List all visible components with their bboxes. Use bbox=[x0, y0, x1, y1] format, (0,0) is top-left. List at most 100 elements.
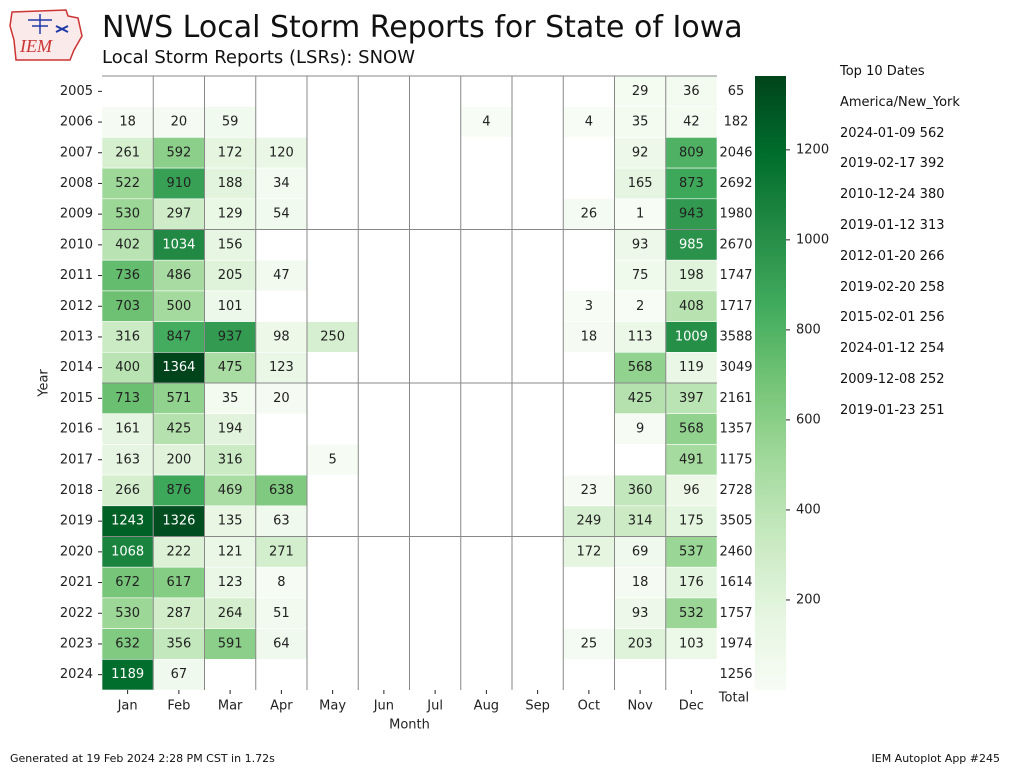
app-label: IEM Autoplot App #245 bbox=[871, 752, 1001, 765]
heatmap-cell bbox=[255, 259, 308, 292]
cell-label: 2 bbox=[636, 299, 644, 314]
cell-label: 537 bbox=[679, 544, 704, 559]
cell-label: 402 bbox=[115, 237, 140, 252]
heatmap-cell bbox=[204, 505, 257, 537]
cell-label: 632 bbox=[115, 636, 140, 651]
cell-label: 23 bbox=[581, 483, 598, 498]
cell-label: 205 bbox=[218, 268, 243, 283]
heatmap-cell bbox=[101, 259, 154, 292]
cell-label: 500 bbox=[166, 299, 191, 314]
cell-label: 264 bbox=[218, 606, 243, 621]
cell-label: 3 bbox=[585, 299, 593, 314]
y-tick-label: 2020 bbox=[60, 544, 93, 559]
x-tick-label: Mar bbox=[218, 699, 243, 714]
cell-label: 96 bbox=[683, 483, 700, 498]
heatmap-cell bbox=[665, 198, 718, 230]
heatmap-cell bbox=[101, 351, 154, 384]
top10-item: 2019-01-23 251 bbox=[840, 402, 945, 418]
heatmap-cell bbox=[614, 259, 667, 292]
heatmap-cell bbox=[204, 536, 257, 568]
cell-label: 408 bbox=[679, 299, 704, 314]
cell-label: 316 bbox=[218, 452, 243, 467]
cell-label: 64 bbox=[273, 636, 290, 651]
cell-label: 29 bbox=[632, 84, 649, 99]
x-tick-label: Feb bbox=[167, 699, 190, 714]
heatmap-cell bbox=[614, 137, 667, 169]
cell-label: 175 bbox=[679, 514, 704, 529]
x-tick-label: Sep bbox=[525, 699, 550, 714]
cell-label: 486 bbox=[166, 268, 191, 283]
cell-label: 54 bbox=[273, 207, 290, 222]
heatmap-cell bbox=[152, 259, 205, 292]
heatmap-cell bbox=[101, 628, 154, 660]
cell-label: 532 bbox=[679, 606, 704, 621]
y-tick-label: 2006 bbox=[60, 115, 93, 130]
y-tick-label: 2007 bbox=[60, 145, 93, 160]
y-tick-label: 2018 bbox=[60, 483, 93, 498]
cell-label: 297 bbox=[166, 207, 191, 222]
cell-label: 1243 bbox=[111, 514, 144, 529]
cell-label: 1009 bbox=[675, 329, 708, 344]
cell-label: 1 bbox=[636, 207, 644, 222]
heatmap-cell bbox=[665, 597, 718, 629]
cell-label: 271 bbox=[269, 544, 294, 559]
top10-item: 2012-01-20 266 bbox=[840, 248, 945, 264]
cell-label: 910 bbox=[166, 176, 191, 191]
page-title: NWS Local Storm Reports for State of Iow… bbox=[102, 10, 743, 45]
row-total: 1974 bbox=[719, 636, 752, 651]
cell-label: 34 bbox=[273, 176, 290, 191]
row-total: 65 bbox=[728, 84, 745, 99]
heatmap-cell bbox=[255, 628, 308, 660]
row-total: 182 bbox=[724, 115, 749, 130]
cell-label: 75 bbox=[632, 268, 649, 283]
heatmap-cell bbox=[562, 290, 615, 322]
cell-label: 316 bbox=[115, 329, 140, 344]
cell-label: 121 bbox=[218, 544, 243, 559]
cell-label: 266 bbox=[115, 483, 140, 498]
heatmap-cell bbox=[665, 167, 718, 200]
x-tick-label: Nov bbox=[627, 699, 653, 714]
cell-label: 18 bbox=[632, 575, 649, 590]
cell-label: 93 bbox=[632, 606, 649, 621]
heatmap-cell bbox=[101, 444, 154, 476]
cell-label: 198 bbox=[679, 268, 704, 283]
cell-label: 568 bbox=[679, 422, 704, 437]
cell-label: 20 bbox=[171, 115, 188, 130]
cell-label: 672 bbox=[115, 575, 140, 590]
cell-label: 47 bbox=[273, 268, 290, 283]
heatmap-cell bbox=[152, 566, 205, 599]
generated-note: Generated at 19 Feb 2024 2:28 PM CST in … bbox=[10, 752, 275, 765]
cell-label: 475 bbox=[218, 360, 243, 375]
cell-label: 1034 bbox=[162, 237, 195, 252]
x-tick-label: Oct bbox=[578, 699, 600, 714]
heatmap-cell bbox=[204, 351, 257, 384]
colorbar-tick-label: 400 bbox=[796, 502, 821, 517]
cell-label: 9 bbox=[636, 422, 644, 437]
cell-label: 194 bbox=[218, 422, 243, 437]
heatmap-cell bbox=[204, 382, 257, 415]
x-tick-label: Jun bbox=[373, 699, 394, 714]
row-total: 1357 bbox=[719, 422, 752, 437]
heatmap-cell bbox=[204, 137, 257, 169]
x-tick-label: Aug bbox=[474, 699, 499, 714]
heatmap-cell bbox=[204, 444, 257, 476]
heatmap-cell bbox=[152, 474, 205, 507]
heatmap-cell bbox=[665, 505, 718, 537]
heatmap-cell bbox=[562, 536, 615, 568]
cell-label: 617 bbox=[166, 575, 191, 590]
heatmap-cell bbox=[614, 321, 667, 353]
cell-label: 18 bbox=[119, 115, 136, 130]
y-tick-label: 2008 bbox=[60, 176, 93, 191]
cell-label: 36 bbox=[683, 84, 700, 99]
cell-label: 59 bbox=[222, 115, 239, 130]
cell-label: 943 bbox=[679, 207, 704, 222]
heatmap-cell bbox=[614, 106, 667, 138]
top10-item: 2009-12-08 252 bbox=[840, 371, 945, 387]
colorbar bbox=[755, 76, 786, 690]
cell-label: 530 bbox=[115, 606, 140, 621]
heatmap-cell bbox=[204, 198, 257, 230]
cell-label: 250 bbox=[320, 329, 345, 344]
row-total: 1614 bbox=[719, 575, 752, 590]
heatmap-cell bbox=[204, 413, 257, 445]
